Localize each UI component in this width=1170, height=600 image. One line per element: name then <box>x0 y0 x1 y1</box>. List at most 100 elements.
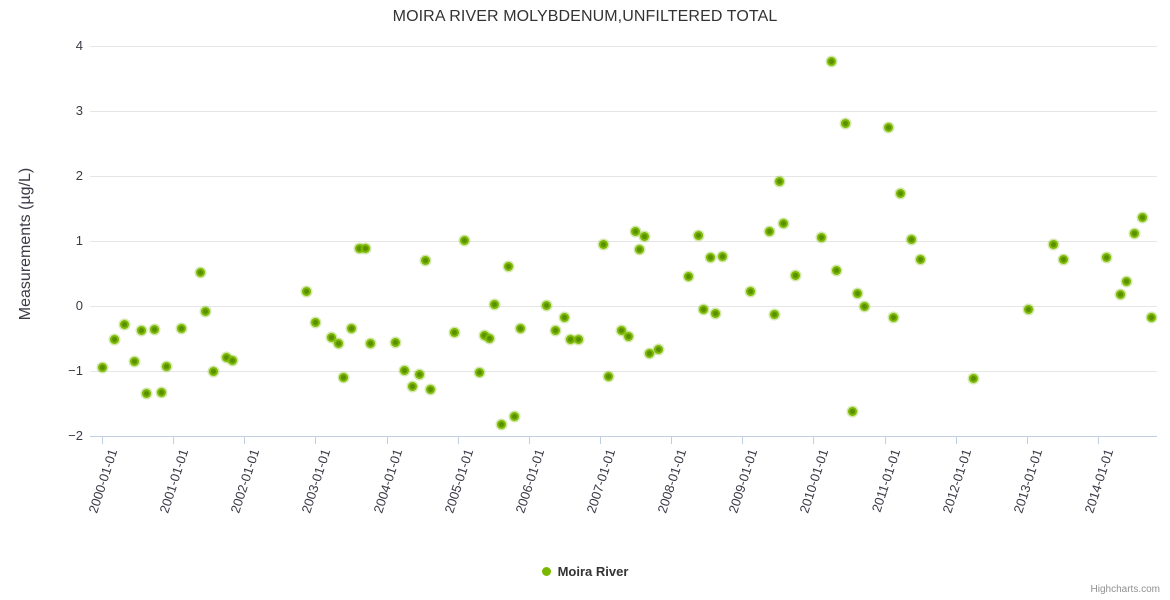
data-point[interactable] <box>769 309 779 319</box>
data-point[interactable] <box>515 323 525 333</box>
data-point[interactable] <box>710 308 720 318</box>
data-point[interactable] <box>201 307 211 317</box>
data-point[interactable] <box>326 333 336 343</box>
data-point[interactable] <box>399 365 409 375</box>
data-point[interactable] <box>1146 312 1156 322</box>
data-point[interactable] <box>142 389 152 399</box>
data-point[interactable] <box>764 226 774 236</box>
data-point[interactable] <box>208 366 218 376</box>
data-point[interactable] <box>693 230 703 240</box>
data-point-core <box>1025 307 1031 313</box>
data-point[interactable] <box>895 189 905 199</box>
data-point[interactable] <box>161 361 171 371</box>
data-point[interactable] <box>109 335 119 345</box>
credits-link[interactable]: Highcharts.com <box>1090 584 1160 595</box>
data-point[interactable] <box>631 227 641 237</box>
data-point[interactable] <box>1137 213 1147 223</box>
data-point[interactable] <box>645 348 655 358</box>
data-point[interactable] <box>848 407 858 417</box>
data-point[interactable] <box>366 339 376 349</box>
data-point[interactable] <box>1130 229 1140 239</box>
data-point[interactable] <box>222 352 232 362</box>
data-point[interactable] <box>449 328 459 338</box>
legend-item-label: Moira River <box>557 564 629 580</box>
data-point[interactable] <box>490 300 500 310</box>
data-point[interactable] <box>1059 255 1069 265</box>
data-point[interactable] <box>574 335 584 345</box>
data-point[interactable] <box>1101 253 1111 263</box>
data-point[interactable] <box>559 312 569 322</box>
data-point[interactable] <box>474 368 484 378</box>
data-point[interactable] <box>616 325 626 335</box>
data-point[interactable] <box>883 123 893 133</box>
data-point[interactable] <box>705 253 715 263</box>
data-point[interactable] <box>338 373 348 382</box>
data-point[interactable] <box>227 356 237 366</box>
data-point[interactable] <box>1023 305 1033 315</box>
data-point[interactable] <box>137 325 147 335</box>
data-point[interactable] <box>119 319 129 329</box>
data-point[interactable] <box>97 363 107 373</box>
data-point[interactable] <box>791 270 801 280</box>
data-point[interactable] <box>653 345 663 355</box>
x-axis-tick <box>1097 437 1099 444</box>
y-axis-tick-label: 1 <box>75 233 83 248</box>
data-point[interactable] <box>407 382 417 392</box>
data-point[interactable] <box>421 256 431 265</box>
x-axis-tick <box>528 437 530 444</box>
data-point[interactable] <box>1049 240 1059 250</box>
data-point[interactable] <box>840 118 850 128</box>
data-point[interactable] <box>623 332 633 342</box>
data-point[interactable] <box>551 326 561 336</box>
data-point[interactable] <box>1116 289 1126 299</box>
data-point[interactable] <box>860 301 870 311</box>
data-point[interactable] <box>310 317 320 327</box>
data-point[interactable] <box>831 266 841 276</box>
data-point[interactable] <box>826 57 836 67</box>
x-axis-tick <box>1026 437 1028 444</box>
y-axis-tick-label: −1 <box>68 363 83 378</box>
data-point[interactable] <box>334 339 344 349</box>
data-point-core <box>487 336 493 341</box>
data-point[interactable] <box>888 313 898 323</box>
data-point[interactable] <box>177 324 187 334</box>
data-point[interactable] <box>355 243 365 253</box>
data-point[interactable] <box>779 218 789 228</box>
data-point[interactable] <box>149 324 159 334</box>
data-point[interactable] <box>302 287 312 297</box>
data-point[interactable] <box>915 254 925 264</box>
data-point[interactable] <box>542 300 552 310</box>
data-point[interactable] <box>565 334 575 344</box>
data-point[interactable] <box>510 412 520 421</box>
data-point[interactable] <box>717 252 727 262</box>
data-point-core <box>862 303 868 309</box>
data-point[interactable] <box>698 304 708 314</box>
data-point[interactable] <box>774 176 784 186</box>
x-axis-tick <box>955 437 957 444</box>
data-point[interactable] <box>480 331 490 341</box>
data-point[interactable] <box>907 234 917 244</box>
data-point[interactable] <box>684 272 694 282</box>
data-point[interactable] <box>346 324 356 334</box>
data-point[interactable] <box>639 231 649 241</box>
data-point[interactable] <box>497 419 507 429</box>
data-point[interactable] <box>504 261 514 271</box>
data-point[interactable] <box>485 334 495 343</box>
data-point[interactable] <box>414 370 424 380</box>
data-point[interactable] <box>853 289 863 299</box>
data-point[interactable] <box>599 240 609 250</box>
data-point[interactable] <box>817 232 827 242</box>
data-point[interactable] <box>460 235 470 245</box>
data-point[interactable] <box>604 371 614 381</box>
data-point[interactable] <box>746 287 756 297</box>
data-point[interactable] <box>390 337 400 347</box>
data-point[interactable] <box>360 244 370 254</box>
legend-item-moira-river[interactable]: Moira River <box>541 563 629 580</box>
data-point[interactable] <box>130 357 140 367</box>
data-point[interactable] <box>968 374 978 384</box>
data-point[interactable] <box>634 244 644 254</box>
data-point[interactable] <box>1121 277 1131 287</box>
data-point[interactable] <box>195 268 205 278</box>
data-point[interactable] <box>156 387 166 397</box>
data-point[interactable] <box>426 385 436 395</box>
